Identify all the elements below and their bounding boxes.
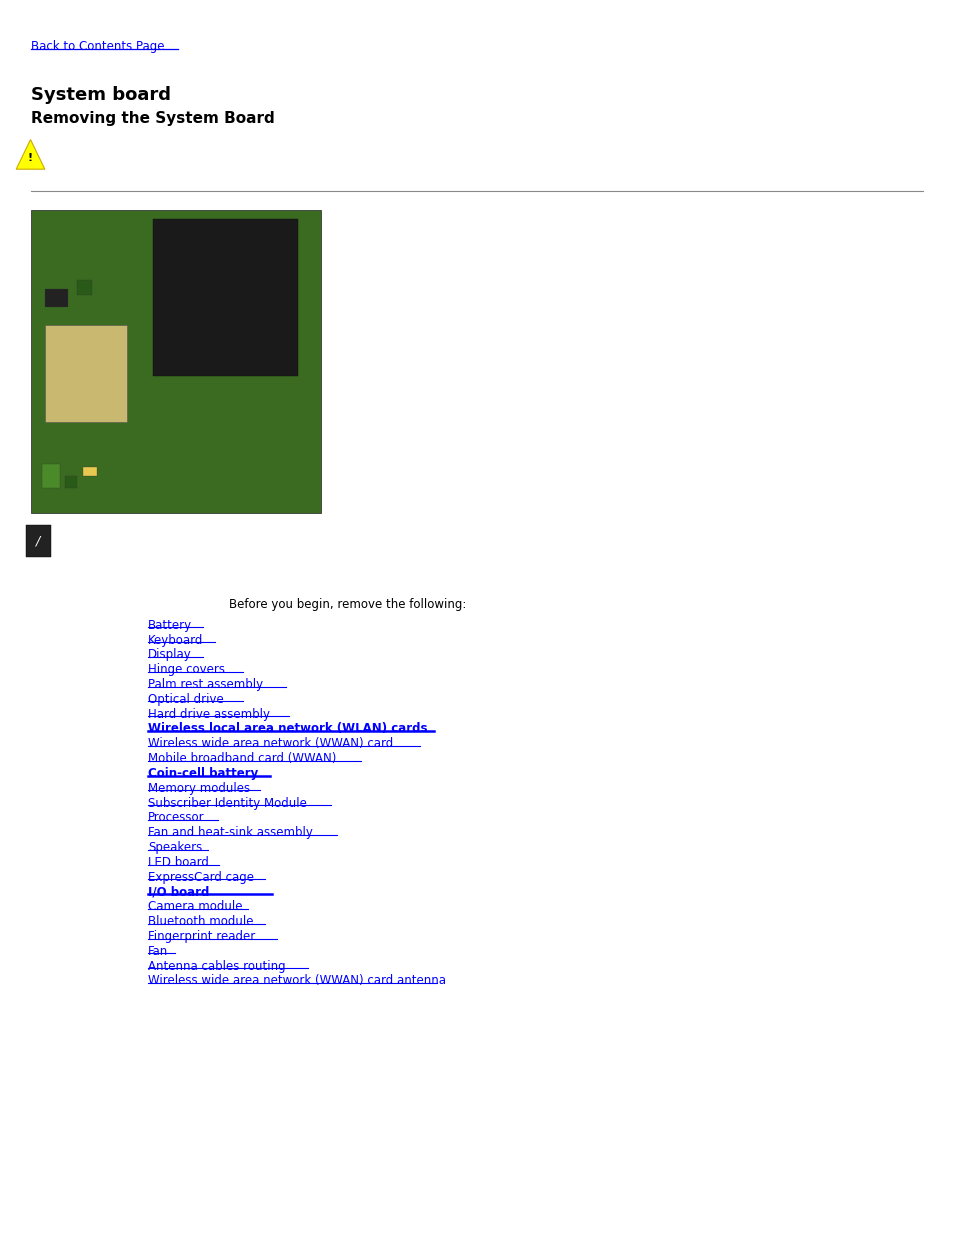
Text: Removing the System Board: Removing the System Board bbox=[30, 111, 274, 126]
Text: I/O board: I/O board bbox=[148, 885, 209, 899]
Text: Optical drive: Optical drive bbox=[148, 693, 223, 706]
Polygon shape bbox=[16, 140, 45, 169]
Text: Before you begin, remove the following:: Before you begin, remove the following: bbox=[229, 598, 466, 611]
Text: Bluetooth module: Bluetooth module bbox=[148, 915, 253, 929]
Text: Display: Display bbox=[148, 648, 192, 662]
Text: !: ! bbox=[28, 153, 33, 163]
Text: Camera module: Camera module bbox=[148, 900, 242, 914]
Text: LED board: LED board bbox=[148, 856, 209, 869]
Bar bbox=[26, 525, 51, 557]
Text: Hard drive assembly: Hard drive assembly bbox=[148, 708, 270, 721]
Bar bbox=[152, 219, 298, 377]
Text: Battery: Battery bbox=[148, 619, 192, 632]
Text: Back to Contents Page: Back to Contents Page bbox=[30, 40, 164, 53]
Text: Wireless local area network (WLAN) cards: Wireless local area network (WLAN) cards bbox=[148, 722, 427, 736]
Text: Coin-cell battery: Coin-cell battery bbox=[148, 767, 258, 781]
Text: Hinge covers: Hinge covers bbox=[148, 663, 225, 677]
Bar bbox=[45, 325, 127, 422]
Text: Fingerprint reader: Fingerprint reader bbox=[148, 930, 254, 944]
Text: Memory modules: Memory modules bbox=[148, 782, 250, 795]
Text: ExpressCard cage: ExpressCard cage bbox=[148, 871, 253, 884]
Text: System board: System board bbox=[30, 86, 171, 105]
Text: Fan and heat-sink assembly: Fan and heat-sink assembly bbox=[148, 826, 313, 840]
Text: Palm rest assembly: Palm rest assembly bbox=[148, 678, 263, 692]
Text: Fan: Fan bbox=[148, 945, 168, 958]
Text: Speakers: Speakers bbox=[148, 841, 202, 855]
Bar bbox=[83, 467, 97, 477]
Bar bbox=[66, 477, 77, 488]
Text: Processor: Processor bbox=[148, 811, 204, 825]
Text: Antenna cables routing: Antenna cables routing bbox=[148, 960, 285, 973]
Bar bbox=[45, 289, 69, 306]
Text: Mobile broadband card (WWAN): Mobile broadband card (WWAN) bbox=[148, 752, 335, 766]
Bar bbox=[30, 210, 321, 513]
Text: /: / bbox=[36, 535, 40, 547]
Text: Wireless wide area network (WWAN) card antenna: Wireless wide area network (WWAN) card a… bbox=[148, 974, 445, 988]
Text: Subscriber Identity Module: Subscriber Identity Module bbox=[148, 797, 307, 810]
Bar bbox=[77, 279, 91, 295]
Bar bbox=[42, 464, 59, 488]
Text: Keyboard: Keyboard bbox=[148, 634, 203, 647]
Text: Wireless wide area network (WWAN) card: Wireless wide area network (WWAN) card bbox=[148, 737, 393, 751]
